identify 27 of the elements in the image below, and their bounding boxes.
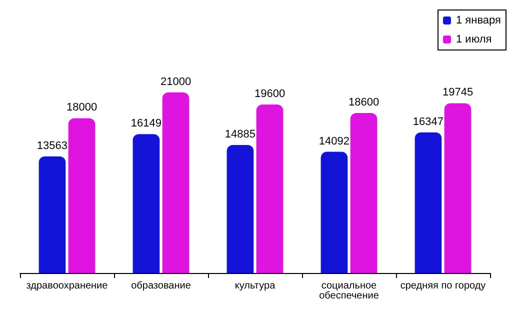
bar [320, 152, 348, 273]
data-label: 19745 [442, 86, 474, 99]
x-tick-label: здравоохранение [26, 280, 108, 292]
x-tick-label: культура [234, 280, 276, 292]
bar [350, 113, 378, 273]
x-tick-label: образование [131, 280, 192, 292]
data-label: 13563 [36, 140, 68, 152]
bar [444, 103, 472, 273]
legend-label: 1 января [456, 14, 502, 26]
legend-label: 1 июля [456, 34, 492, 46]
data-label: 16149 [130, 118, 162, 130]
data-label: 18000 [66, 102, 98, 114]
bar [414, 132, 442, 273]
bar [38, 156, 66, 273]
bar [226, 144, 254, 273]
bar [132, 134, 160, 273]
data-label: 14092 [318, 135, 350, 148]
data-label: 16347 [412, 116, 444, 128]
data-label: 21000 [160, 76, 192, 88]
x-tick-label: средняя по городу [400, 280, 486, 292]
bar [68, 118, 96, 273]
bar [256, 104, 284, 273]
data-label: 14885 [224, 128, 256, 140]
x-tick-label: социальное обеспечение [319, 280, 380, 302]
data-label: 18600 [348, 96, 380, 109]
bar [162, 92, 190, 273]
data-label: 19600 [254, 88, 286, 100]
